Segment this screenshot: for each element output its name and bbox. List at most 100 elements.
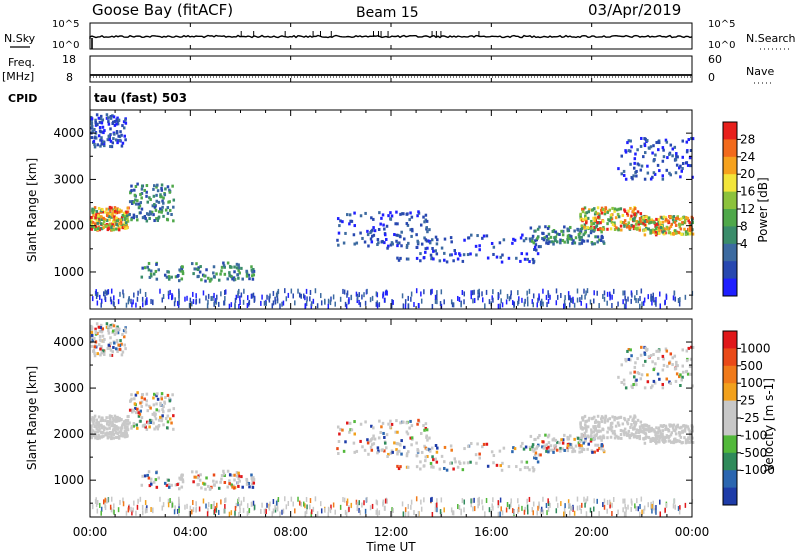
velocity-cell xyxy=(359,439,362,443)
power-cell xyxy=(655,217,658,221)
velocity-cell xyxy=(305,496,308,502)
velocity-cell xyxy=(590,437,593,441)
velocity-cell xyxy=(392,507,394,513)
power-cell xyxy=(108,207,111,211)
velocity-cell xyxy=(613,415,617,419)
velocity-cell xyxy=(593,498,595,504)
velocity-cell xyxy=(223,480,227,484)
velocity-cell xyxy=(121,350,125,354)
velocity-cell xyxy=(324,507,326,513)
power-cell xyxy=(680,169,683,173)
power-cell xyxy=(109,114,113,118)
power-cell xyxy=(133,188,136,192)
power-cell xyxy=(126,206,130,210)
velocity-cell xyxy=(370,448,374,452)
velocity-cell xyxy=(650,429,653,433)
velocity-cell xyxy=(563,433,566,437)
power-cell xyxy=(130,189,133,193)
power-cell xyxy=(415,233,418,237)
velocity-cell xyxy=(102,434,105,438)
velocity-cell xyxy=(639,430,642,434)
power-cell xyxy=(90,220,93,224)
velocity-cell xyxy=(690,430,693,434)
power-cell xyxy=(665,294,668,300)
power-cell xyxy=(452,302,455,308)
power-cell xyxy=(120,144,124,148)
velocity-cell xyxy=(630,354,633,358)
velocity-cell xyxy=(345,511,348,517)
power-cell xyxy=(94,227,97,231)
velocity-cell xyxy=(668,439,672,443)
velocity-cell xyxy=(443,460,446,464)
velocity-cell xyxy=(122,501,125,507)
velocity-cell xyxy=(97,433,100,437)
velocity-cell xyxy=(137,414,141,418)
power-cell xyxy=(629,225,633,229)
power-cell xyxy=(654,227,658,231)
power-cell xyxy=(152,194,156,198)
power-cell xyxy=(126,217,129,221)
velocity-cell xyxy=(105,422,109,426)
velocity-cell xyxy=(681,364,685,368)
power-cell xyxy=(579,218,583,222)
velocity-cell xyxy=(400,452,403,456)
power-cell xyxy=(157,200,161,204)
velocity-cell xyxy=(140,483,144,487)
velocity-cell xyxy=(94,329,97,333)
power-cell xyxy=(166,185,170,189)
velocity-cell xyxy=(434,444,438,448)
power-cell xyxy=(584,216,588,220)
power-cell xyxy=(645,215,648,219)
power-cell xyxy=(113,215,116,219)
power-cell xyxy=(661,159,665,163)
velocity-cell xyxy=(616,421,620,425)
velocity-cell xyxy=(149,406,152,410)
power-cell xyxy=(405,222,409,226)
power-cell xyxy=(586,226,590,230)
power-cell xyxy=(402,303,405,309)
velocity-cell xyxy=(135,510,137,516)
velocity-cell xyxy=(188,510,191,516)
velocity-cell xyxy=(546,435,550,439)
power-cell xyxy=(125,210,128,214)
velocity-cell xyxy=(609,424,613,428)
power-cell xyxy=(630,298,632,304)
power-cell xyxy=(90,136,94,140)
velocity-cell xyxy=(170,421,173,425)
power-cell xyxy=(596,212,599,216)
power-cell xyxy=(392,299,394,305)
velocity-cell xyxy=(632,375,636,379)
power-cell xyxy=(192,299,195,305)
power-cell xyxy=(164,208,168,212)
velocity-cell xyxy=(94,436,97,440)
power-cell xyxy=(650,220,653,224)
velocity-cell xyxy=(681,370,685,374)
velocity-cell xyxy=(651,436,655,440)
velocity-cell xyxy=(109,325,113,329)
power-cell xyxy=(689,231,693,235)
power-cell xyxy=(448,253,452,257)
power-cell xyxy=(561,239,565,243)
velocity-cell xyxy=(589,507,592,513)
power-cell xyxy=(90,226,94,230)
power-cell xyxy=(631,217,635,221)
power-cell xyxy=(555,300,558,306)
velocity-cell xyxy=(405,430,409,434)
velocity-cell xyxy=(245,477,248,481)
velocity-cell xyxy=(238,511,240,517)
velocity-cell xyxy=(391,450,394,454)
velocity-cell xyxy=(168,417,172,421)
velocity-cell xyxy=(450,461,453,465)
velocity-cell xyxy=(358,507,360,513)
power-cell xyxy=(339,219,342,223)
power-cell xyxy=(118,135,122,139)
power-cell xyxy=(668,171,671,175)
velocity-cell xyxy=(96,500,99,506)
velocity-cell xyxy=(540,506,543,512)
velocity-cell xyxy=(349,428,352,432)
velocity-cell xyxy=(90,333,94,337)
power-cell xyxy=(108,136,111,140)
velocity-cell xyxy=(531,443,535,447)
velocity-cell xyxy=(353,420,356,424)
velocity-cell xyxy=(619,428,623,432)
